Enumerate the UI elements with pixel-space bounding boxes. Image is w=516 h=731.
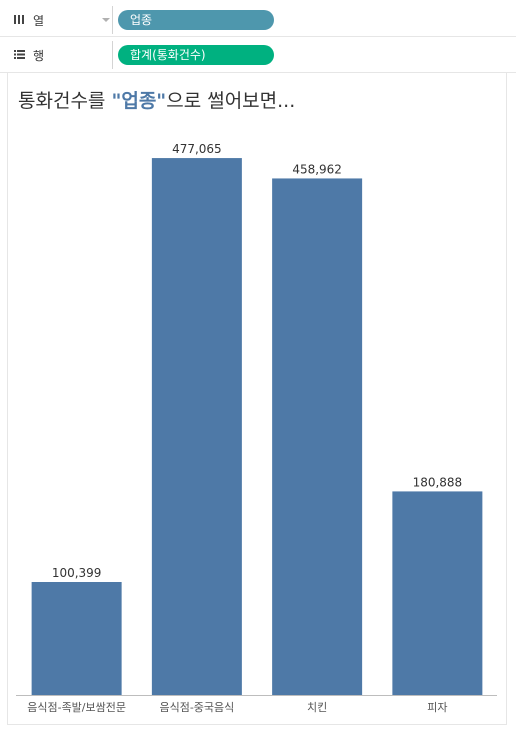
chart-title-after: 으로 썰어보면... [166, 90, 296, 112]
bar-value-label: 180,888 [413, 475, 463, 489]
x-tick-label: 음식점-중국음식 [159, 701, 234, 714]
bar-value-label: 477,065 [172, 142, 222, 156]
bar-value-label: 100,399 [52, 566, 102, 580]
columns-icon [14, 15, 24, 24]
bar[interactable] [272, 178, 363, 696]
bar[interactable] [151, 158, 242, 696]
chart-title: 통화건수를 "업종"으로 썰어보면... [18, 86, 295, 113]
rows-shelf: 행 합계(통화건수) [0, 41, 516, 71]
chevron-down-icon[interactable] [102, 18, 110, 22]
shelf-divider [0, 36, 516, 37]
x-tick-label: 치킨 [307, 701, 327, 714]
columns-shelf-name: 열 [33, 14, 45, 28]
x-tick-label: 음식점-족발/보쌈전문 [27, 701, 126, 714]
bar-value-label: 458,962 [292, 162, 342, 176]
columns-pill[interactable]: 업종 [118, 10, 274, 30]
columns-shelf-label: 열 [7, 6, 113, 34]
rows-pill[interactable]: 합계(통화건수) [118, 45, 274, 65]
chart-title-before: 통화건수를 [18, 90, 112, 112]
rows-shelf-label: 행 [7, 41, 113, 69]
chart-panel [7, 73, 507, 725]
columns-shelf: 열 업종 [0, 6, 516, 36]
bar[interactable] [392, 491, 483, 695]
rows-icon [14, 50, 25, 59]
chart-title-highlight: "업종" [111, 90, 167, 112]
shelf-divider [0, 72, 516, 73]
bar[interactable] [31, 582, 122, 695]
x-tick-label: 피자 [427, 701, 447, 714]
rows-shelf-name: 행 [33, 49, 45, 63]
